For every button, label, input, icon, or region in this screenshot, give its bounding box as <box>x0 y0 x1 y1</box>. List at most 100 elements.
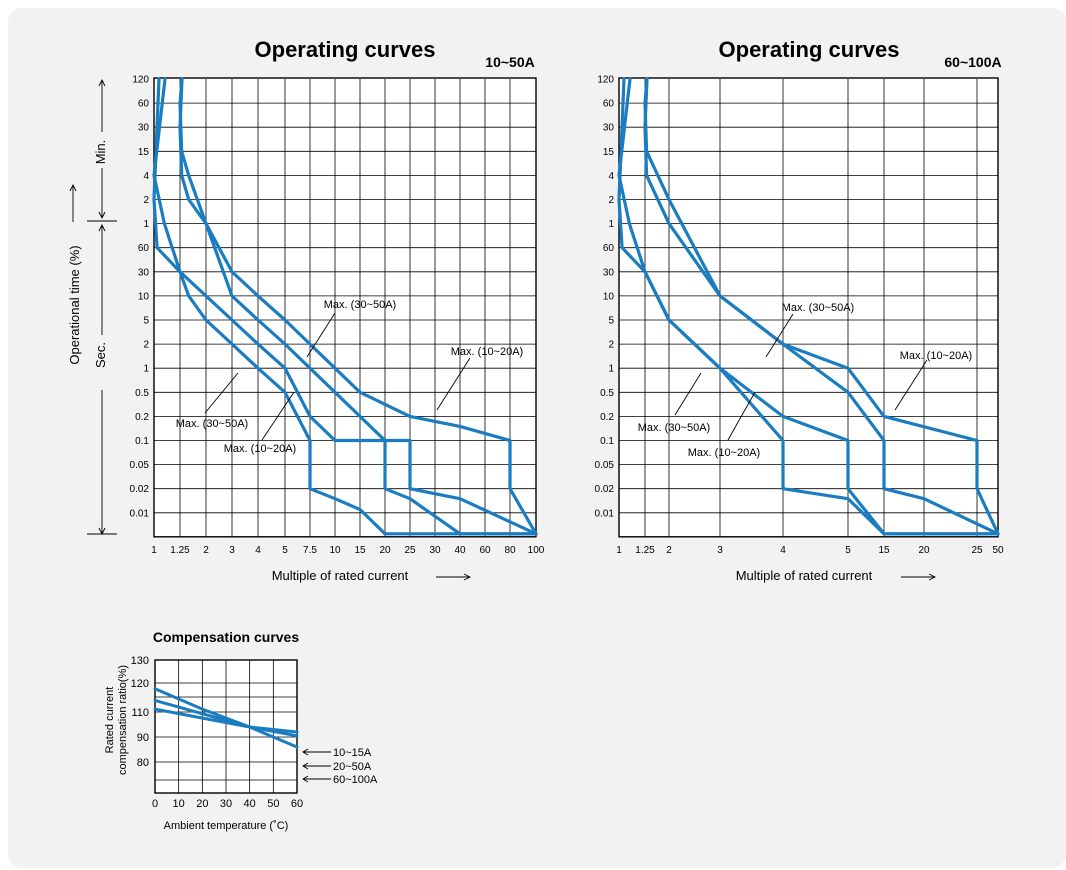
x-tick-label: 15 <box>878 545 890 556</box>
compensation-curve-3 <box>153 687 299 749</box>
operating-curve-2 <box>152 77 538 536</box>
annotation-leader <box>765 313 794 358</box>
x-tick-label: 3 <box>717 545 723 556</box>
y-tick-label: 0.01 <box>130 508 150 519</box>
x-tick-label: 1 <box>616 545 622 556</box>
annotation-leader <box>436 357 471 411</box>
y-tick-label: 120 <box>132 75 149 86</box>
operating-curve-3 <box>178 77 538 536</box>
legend-leader <box>302 762 331 770</box>
min-group-label: Min. <box>93 140 108 165</box>
y-tick-label: 30 <box>603 267 615 278</box>
left-x-axis-arrow <box>436 573 472 581</box>
left-y-axis-arrow <box>69 183 77 222</box>
curve-annotation: Max. (10~20A) <box>451 346 523 358</box>
comp-x-tick-label: 30 <box>220 798 232 810</box>
x-tick-label: 15 <box>354 545 366 556</box>
comp-x-tick-label: 0 <box>152 798 158 810</box>
compensation-y-label-line2: compensation ratio(%) <box>117 665 129 775</box>
y-tick-label: 60 <box>603 243 615 254</box>
comp-y-tick-label: 130 <box>131 655 149 667</box>
y-tick-label: 60 <box>603 99 615 110</box>
y-tick-label: 5 <box>608 316 614 327</box>
annotation-leader <box>674 372 702 416</box>
y-tick-label: 120 <box>597 75 614 86</box>
x-tick-label: 5 <box>845 545 851 556</box>
x-tick-label: 40 <box>454 545 466 556</box>
right-chart-title: Operating curves <box>719 37 900 62</box>
x-tick-label: 10 <box>329 545 341 556</box>
y-tick-label: 2 <box>608 340 614 351</box>
y-tick-label: 0.02 <box>595 484 615 495</box>
comp-x-tick-label: 10 <box>173 798 185 810</box>
x-tick-label: 50 <box>992 545 1004 556</box>
curve-annotation: Max. (10~20A) <box>688 447 760 459</box>
plot-area <box>618 77 999 538</box>
sec-group-label: Sec. <box>93 342 108 368</box>
y-tick-label: 10 <box>138 291 150 302</box>
curve-annotation: Max. (30~50A) <box>324 299 396 311</box>
x-tick-label: 60 <box>479 545 491 556</box>
x-tick-label: 80 <box>504 545 516 556</box>
x-tick-label: 20 <box>918 545 930 556</box>
y-tick-label: 4 <box>143 171 149 182</box>
y-tick-label: 0.05 <box>130 460 150 471</box>
right-chart-range: 60~100A <box>944 54 1001 70</box>
left-y-axis-label: Operational time (%) <box>67 245 82 364</box>
y-tick-label: 0.05 <box>595 460 615 471</box>
y-tick-label: 0.2 <box>600 412 614 423</box>
annotation-leader <box>261 391 295 441</box>
y-tick-label: 0.1 <box>600 436 614 447</box>
left-chart-title: Operating curves <box>255 37 436 62</box>
y-tick-label: 0.2 <box>135 412 149 423</box>
y-tick-label: 15 <box>138 147 150 158</box>
x-tick-label: 3 <box>229 545 235 556</box>
annotation-leader <box>204 372 239 414</box>
curve-annotation: Max. (10~20A) <box>900 350 972 362</box>
y-tick-label: 0.1 <box>135 436 149 447</box>
y-tick-label: 0.5 <box>600 388 614 399</box>
annotation-leader <box>894 359 928 411</box>
y-tick-label: 4 <box>608 171 614 182</box>
curve-annotation: Max. (30~50A) <box>782 302 854 314</box>
y-tick-label: 2 <box>608 195 614 206</box>
comp-y-tick-label: 120 <box>131 678 149 690</box>
x-tick-label: 20 <box>379 545 391 556</box>
comp-x-tick-label: 20 <box>196 798 208 810</box>
compensation-title: Compensation curves <box>153 629 299 645</box>
y-tick-label: 0.01 <box>595 508 615 519</box>
right-x-axis-label: Multiple of rated current <box>736 568 873 583</box>
min-range-bracket <box>98 78 106 220</box>
operating-curve-1 <box>152 77 538 536</box>
x-tick-label: 4 <box>255 545 261 556</box>
y-tick-label: 5 <box>143 316 149 327</box>
x-tick-label: 30 <box>429 545 441 556</box>
curve-annotation: Max. (10~20A) <box>224 443 296 455</box>
x-tick-label: 1.25 <box>170 545 190 556</box>
comp-y-tick-label: 80 <box>137 757 149 769</box>
legend-leader <box>302 748 331 756</box>
legend-label: 10~15A <box>333 747 372 759</box>
x-tick-label: 1.25 <box>635 545 655 556</box>
comp-x-tick-label: 40 <box>244 798 256 810</box>
operating-curve-4 <box>643 77 1000 536</box>
y-tick-label: 30 <box>138 267 150 278</box>
x-tick-label: 2 <box>666 545 672 556</box>
x-tick-label: 7.5 <box>303 545 317 556</box>
y-tick-label: 1 <box>608 364 614 375</box>
left-x-axis-label: Multiple of rated current <box>272 568 409 583</box>
comp-x-tick-label: 60 <box>291 798 303 810</box>
x-tick-label: 2 <box>203 545 209 556</box>
y-tick-label: 1 <box>143 364 149 375</box>
y-tick-label: 30 <box>138 123 150 134</box>
x-tick-label: 1 <box>151 545 157 556</box>
y-tick-label: 30 <box>603 123 615 134</box>
sec-range-bracket <box>98 223 106 536</box>
operating-curve-2 <box>617 77 1000 536</box>
right-operating-chart: 1206030154216030105210.50.20.10.050.020.… <box>595 75 1004 556</box>
x-tick-label: 25 <box>404 545 416 556</box>
left-chart-range: 10~50A <box>485 54 534 70</box>
operating-curve-4 <box>178 77 538 536</box>
compensation-y-label-line1: Rated current <box>104 687 116 754</box>
curve-annotation: Max. (30~50A) <box>176 418 248 430</box>
